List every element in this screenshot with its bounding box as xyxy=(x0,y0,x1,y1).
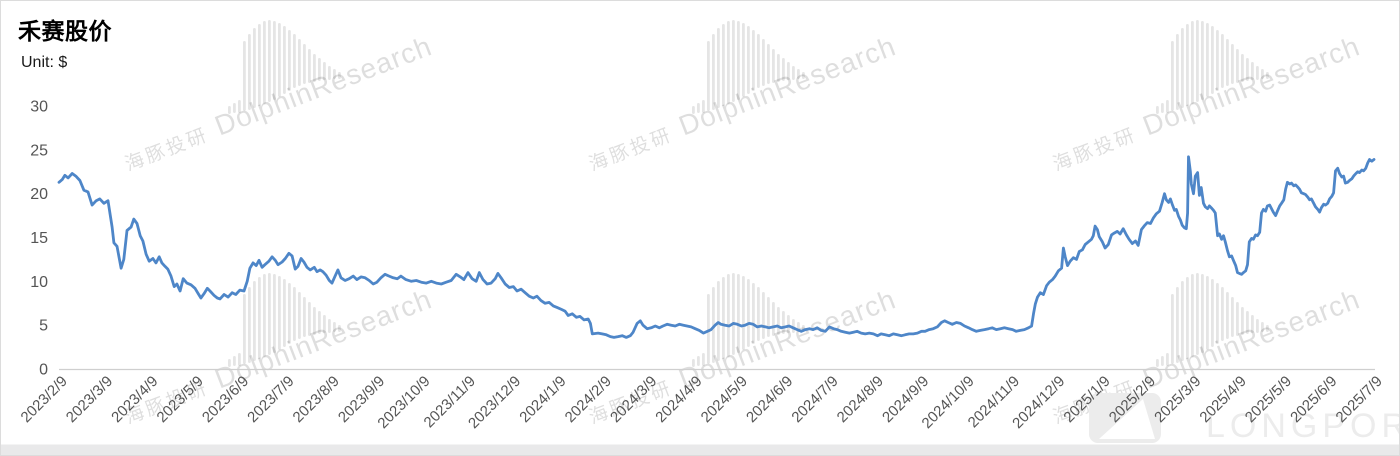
dolphin-soundwave-logo-icon xyxy=(228,273,341,367)
dolphin-soundwave-logo-icon xyxy=(692,20,805,114)
price-line-series xyxy=(57,155,1376,339)
x-tick-label: 2024/6/9 xyxy=(743,373,796,426)
watermark-text: 海豚投研DolphinResearch xyxy=(583,30,900,176)
watermark-text: 海豚投研DolphinResearch xyxy=(1047,30,1364,176)
x-tick-label: 2024/1/9 xyxy=(516,373,569,426)
y-tick-label: 30 xyxy=(30,99,48,116)
x-tick-label: 2024/7/9 xyxy=(788,373,841,426)
chart-title: 禾赛股价 xyxy=(18,18,112,44)
y-tick-label: 0 xyxy=(39,362,48,379)
x-tick-label: 2023/2/9 xyxy=(18,373,71,426)
watermark-tile: 海豚投研DolphinResearch xyxy=(1047,20,1364,176)
y-tick-label: 15 xyxy=(30,230,48,247)
x-tick-label: 2023/8/9 xyxy=(290,373,343,426)
svg-text:海豚投研DolphinResearch: 海豚投研DolphinResearch xyxy=(1047,30,1364,176)
dolphin-soundwave-logo-icon xyxy=(228,20,341,114)
svg-text:海豚投研DolphinResearch: 海豚投研DolphinResearch xyxy=(583,30,900,176)
y-tick-label: 20 xyxy=(30,186,48,203)
x-tick-label: 2023/3/9 xyxy=(63,373,116,426)
watermark-text: 海豚投研DolphinResearch xyxy=(119,30,436,176)
svg-text:海豚投研DolphinResearch: 海豚投研DolphinResearch xyxy=(119,30,436,176)
watermark-tile: 海豚投研DolphinResearch xyxy=(583,20,900,176)
longport-text: LONGPORT xyxy=(1206,407,1400,445)
longport-watermark: LONGPORT xyxy=(1089,393,1400,445)
dolphin-soundwave-logo-icon xyxy=(1156,273,1269,367)
watermark-tile: 海豚投研DolphinResearch xyxy=(119,20,436,176)
longport-logo-icon xyxy=(1089,393,1161,443)
y-tick-label: 25 xyxy=(30,142,48,159)
y-tick-label: 10 xyxy=(30,274,48,291)
bottom-edge-strip xyxy=(1,444,1399,455)
unit-label: Unit: $ xyxy=(21,54,68,71)
y-tick-label: 5 xyxy=(39,318,48,335)
x-tick-label: 2024/8/9 xyxy=(834,373,887,426)
dolphin-soundwave-logo-icon xyxy=(1156,20,1269,114)
